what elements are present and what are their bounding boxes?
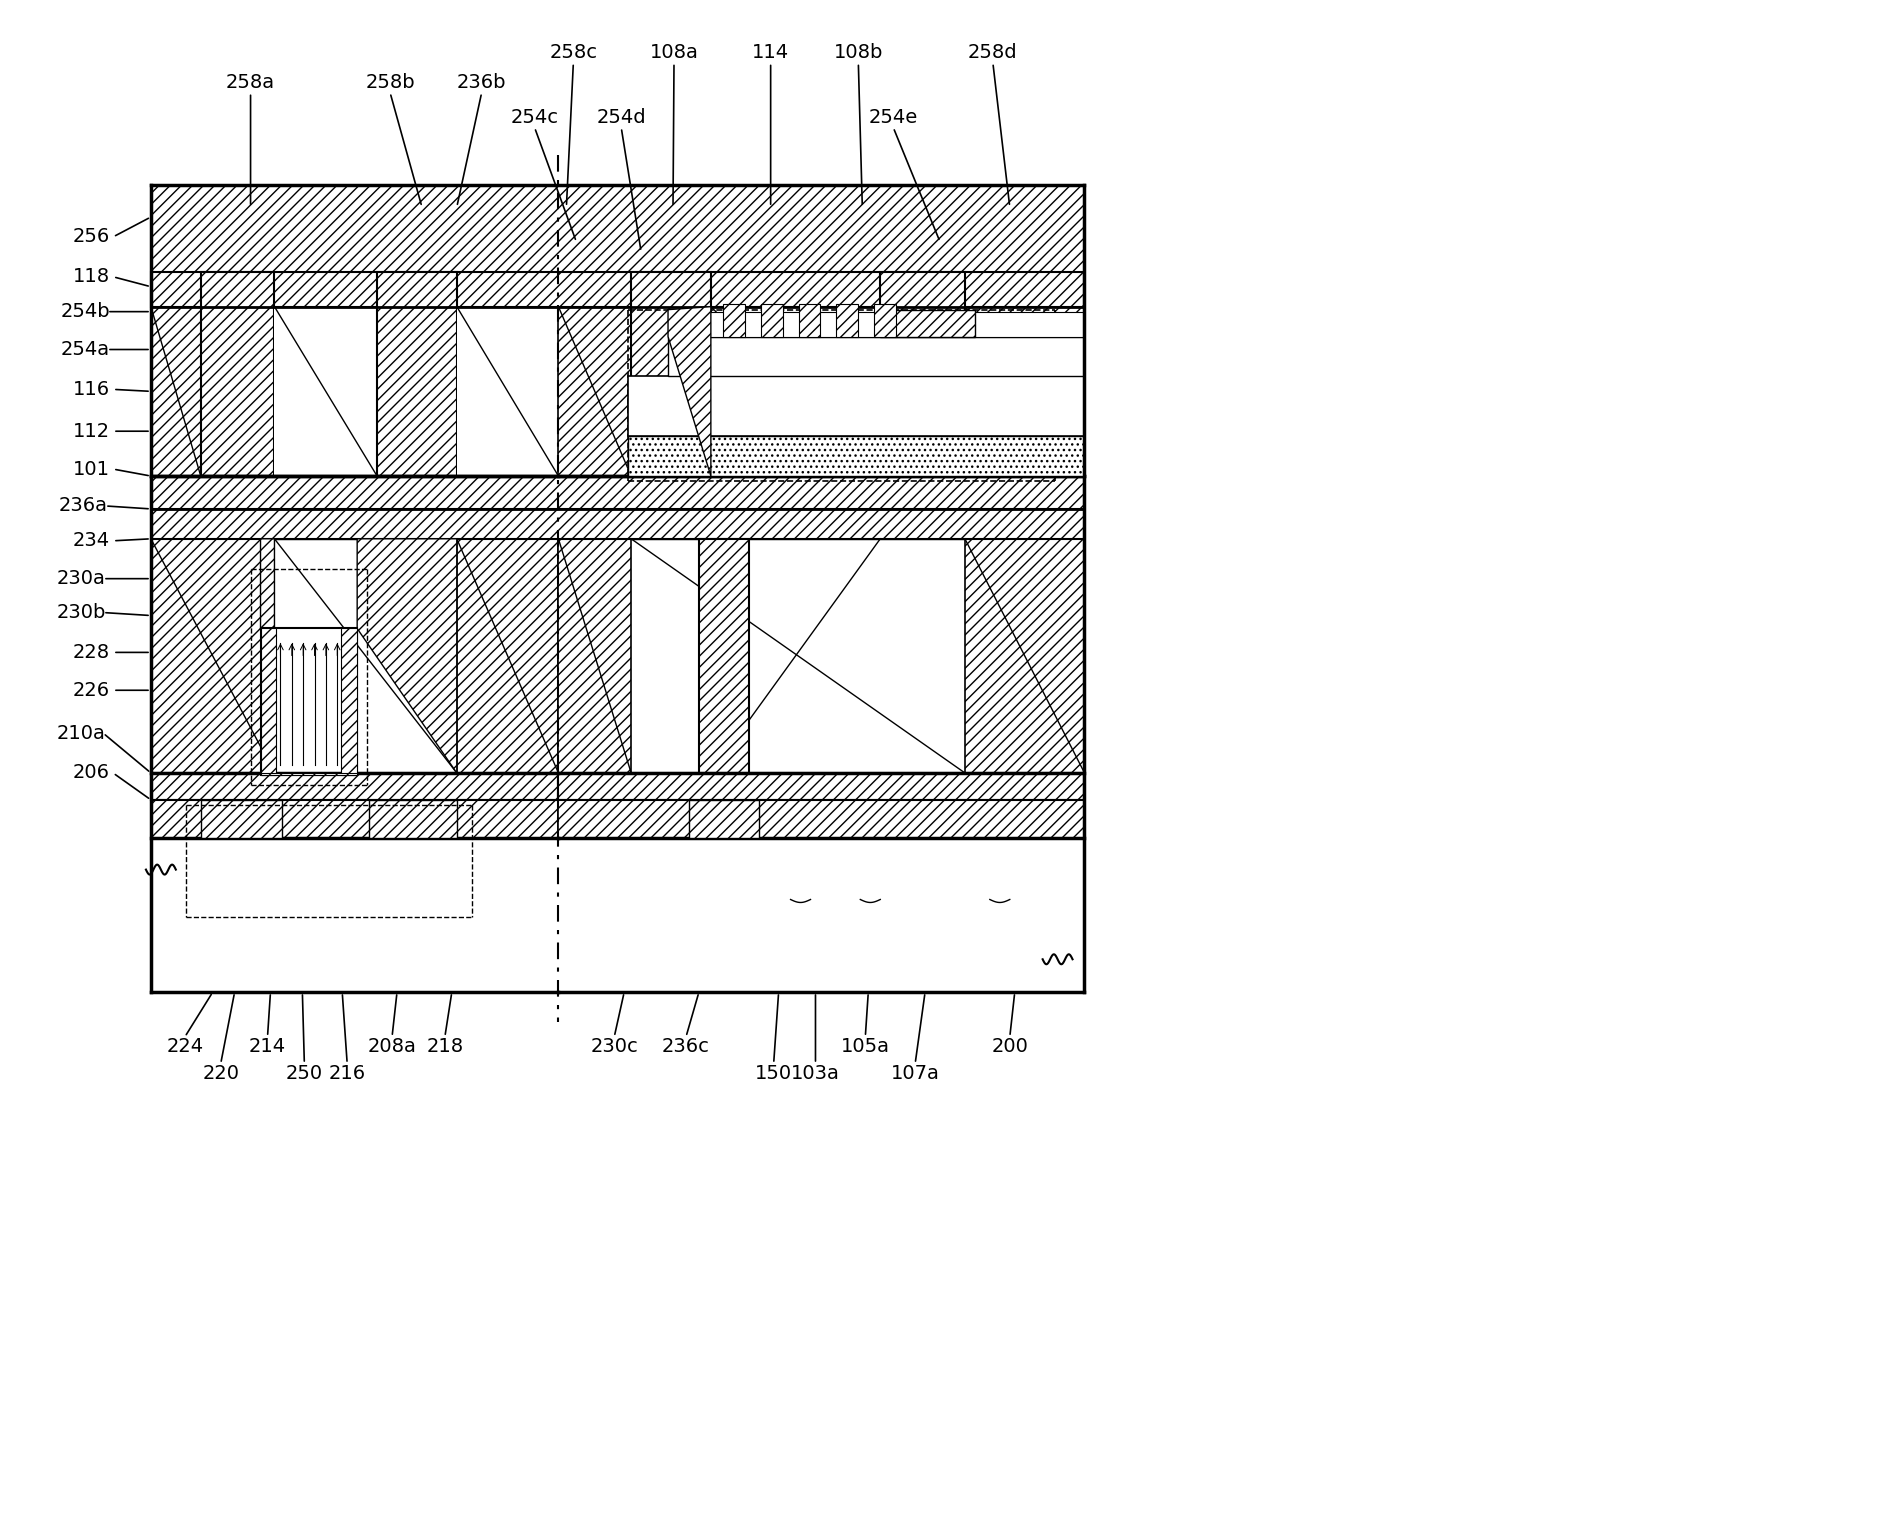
Text: 256: 256: [72, 228, 110, 246]
Text: 118: 118: [72, 268, 110, 286]
Bar: [667, 336, 1085, 376]
Text: 258c: 258c: [550, 43, 597, 62]
Polygon shape: [874, 304, 897, 336]
Text: 105a: 105a: [840, 1037, 889, 1057]
Polygon shape: [275, 307, 377, 476]
Text: 254c: 254c: [510, 108, 559, 126]
Polygon shape: [965, 538, 1085, 773]
Polygon shape: [880, 272, 965, 476]
Polygon shape: [559, 307, 631, 476]
Text: 108b: 108b: [834, 43, 884, 62]
Bar: [370, 800, 457, 838]
Bar: [707, 312, 1085, 336]
Text: 108a: 108a: [650, 43, 698, 62]
Bar: [152, 800, 559, 838]
Polygon shape: [260, 538, 275, 773]
Text: 224: 224: [167, 1037, 203, 1057]
Text: 103a: 103a: [791, 1065, 840, 1083]
Text: 206: 206: [72, 764, 110, 782]
Polygon shape: [722, 304, 745, 336]
Polygon shape: [700, 538, 749, 773]
Polygon shape: [152, 307, 201, 476]
Polygon shape: [631, 272, 711, 476]
Polygon shape: [559, 538, 631, 773]
Bar: [152, 538, 559, 773]
Text: 254a: 254a: [61, 341, 110, 359]
Text: 230c: 230c: [590, 1037, 639, 1057]
Text: 101: 101: [72, 459, 110, 479]
Bar: [201, 800, 283, 838]
Text: 208a: 208a: [368, 1037, 417, 1057]
Bar: [152, 838, 559, 992]
Text: 150: 150: [755, 1065, 793, 1083]
Polygon shape: [631, 538, 965, 773]
Text: 230b: 230b: [57, 602, 106, 622]
Polygon shape: [798, 304, 821, 336]
Bar: [628, 437, 1085, 476]
Polygon shape: [711, 307, 880, 476]
Polygon shape: [356, 538, 457, 773]
Polygon shape: [760, 304, 783, 336]
Text: 210a: 210a: [57, 724, 106, 742]
Polygon shape: [836, 304, 859, 336]
Text: 112: 112: [72, 421, 110, 441]
Text: 107a: 107a: [891, 1065, 940, 1083]
Bar: [559, 838, 1085, 992]
Text: 214: 214: [248, 1037, 286, 1057]
Bar: [152, 272, 1085, 307]
Text: 250: 250: [286, 1065, 322, 1083]
Text: 230a: 230a: [57, 569, 106, 589]
Text: 254b: 254b: [61, 303, 110, 321]
Bar: [559, 307, 1085, 476]
Bar: [688, 800, 758, 838]
Bar: [559, 800, 1085, 838]
Bar: [152, 186, 1085, 272]
Text: 114: 114: [753, 43, 789, 62]
Bar: [152, 773, 559, 800]
Bar: [559, 773, 1085, 800]
Bar: [152, 510, 1085, 538]
Text: 258a: 258a: [226, 73, 275, 91]
Bar: [260, 628, 277, 774]
Polygon shape: [275, 538, 457, 773]
Text: 116: 116: [72, 380, 110, 399]
Bar: [628, 376, 1085, 437]
Polygon shape: [667, 307, 711, 476]
Polygon shape: [201, 272, 275, 476]
Text: 258b: 258b: [366, 73, 415, 91]
Text: 236b: 236b: [457, 73, 506, 91]
Polygon shape: [457, 307, 559, 476]
Text: 254e: 254e: [868, 108, 918, 126]
Text: 228: 228: [72, 643, 110, 662]
Polygon shape: [260, 628, 356, 774]
Bar: [559, 538, 1085, 773]
Text: 236a: 236a: [59, 496, 108, 516]
Bar: [152, 307, 559, 476]
Bar: [152, 476, 1085, 510]
Polygon shape: [457, 538, 559, 773]
Text: 258d: 258d: [969, 43, 1018, 62]
Text: 254d: 254d: [597, 108, 647, 126]
Bar: [260, 773, 356, 774]
Text: 236c: 236c: [662, 1037, 709, 1057]
Text: 216: 216: [328, 1065, 366, 1083]
Text: 218: 218: [427, 1037, 463, 1057]
Polygon shape: [377, 272, 457, 476]
Text: 234: 234: [72, 531, 110, 551]
Polygon shape: [880, 310, 975, 336]
Polygon shape: [152, 538, 275, 773]
Bar: [341, 628, 356, 774]
Bar: [152, 186, 1085, 992]
Text: 226: 226: [72, 681, 110, 700]
Text: 220: 220: [203, 1065, 239, 1083]
Polygon shape: [965, 307, 1085, 476]
Text: 200: 200: [992, 1037, 1028, 1057]
